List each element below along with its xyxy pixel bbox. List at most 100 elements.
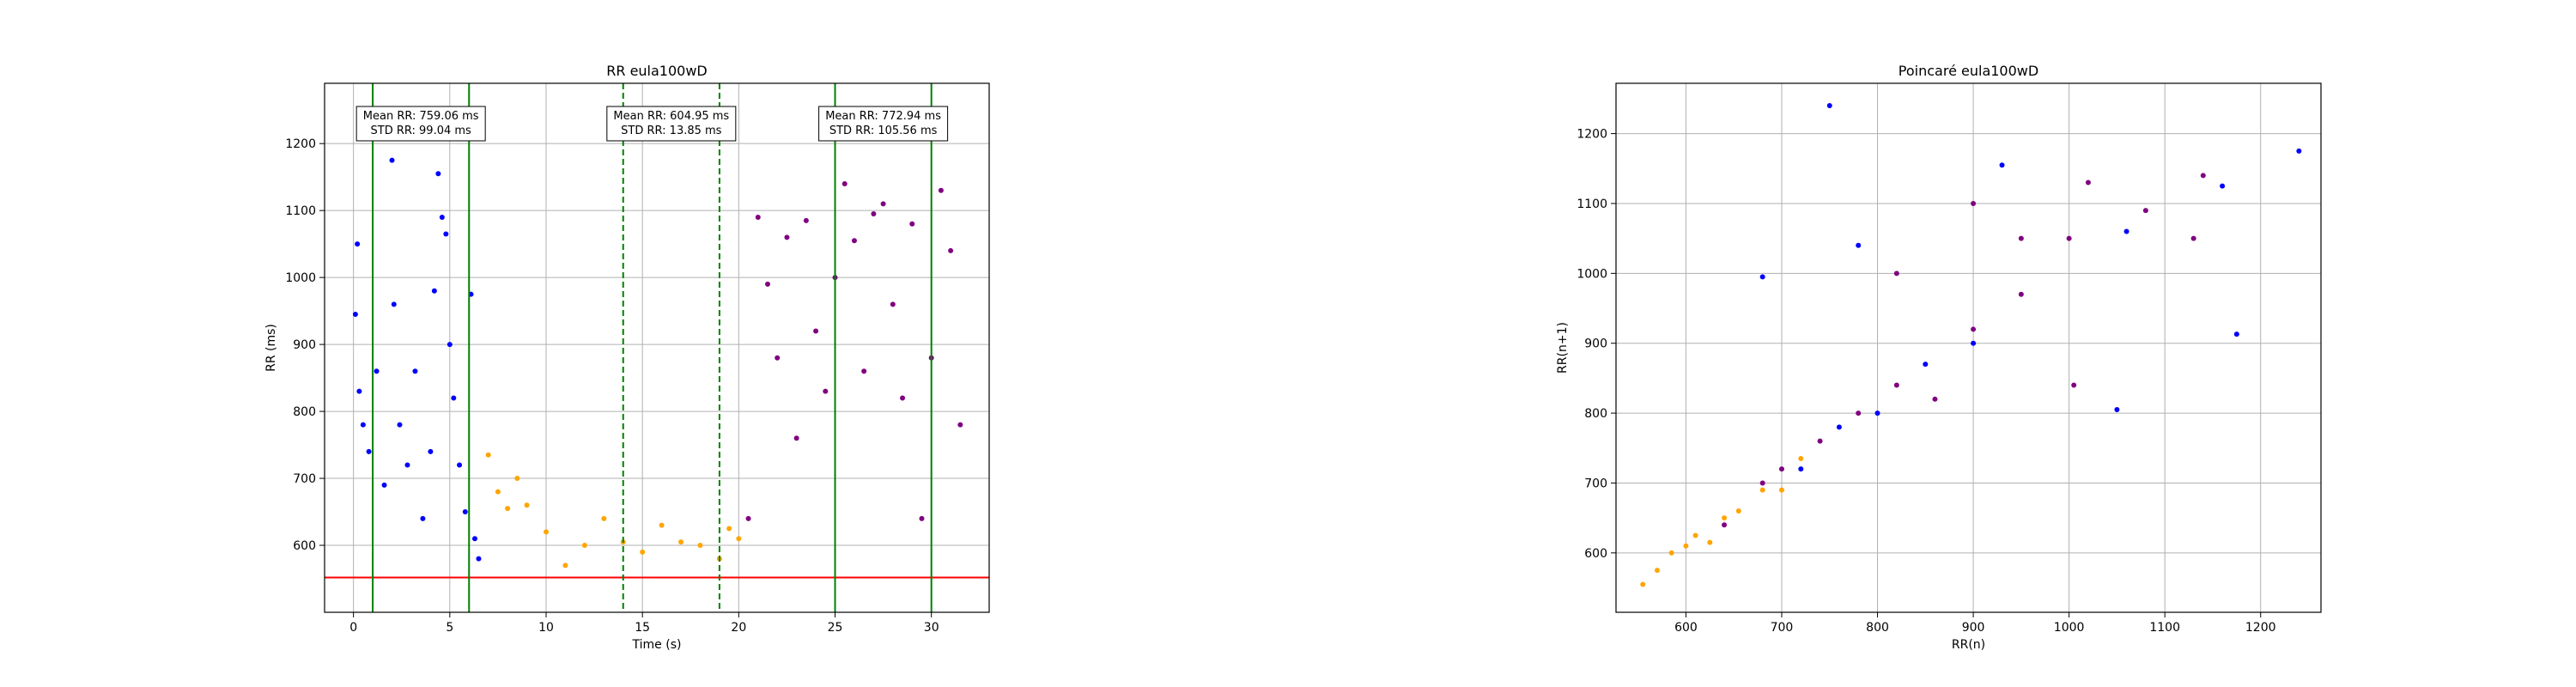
- poincare-x-tick-label: 1000: [2054, 621, 2085, 635]
- poincare-series-3-point: [2018, 235, 2024, 241]
- rr-series-3-point: [784, 234, 790, 240]
- rr-series-3-point: [813, 328, 819, 334]
- rr-series-2-point: [726, 526, 732, 532]
- rr-annotation-text: STD RR: 13.85 ms: [621, 125, 722, 137]
- poincare-series-1-point: [1759, 274, 1765, 280]
- rr-series-2-point: [678, 539, 684, 545]
- poincare-series-1-point: [1856, 242, 1862, 248]
- rr-series-2-point: [736, 536, 742, 542]
- rr-series-3-point: [841, 180, 848, 186]
- rr-series-2-point: [659, 522, 665, 528]
- rr-series-1-point: [355, 241, 361, 247]
- rr-x-tick-label: 5: [446, 621, 453, 635]
- poincare-series-2-point: [1735, 508, 1741, 514]
- rr-series-1-point: [356, 388, 362, 394]
- poincare-series-3-point: [1856, 410, 1862, 416]
- rr-series-1-point: [435, 171, 441, 177]
- poincare-y-tick-label: 700: [1584, 477, 1607, 490]
- rr-series-1-point: [397, 422, 403, 428]
- rr-series-2-point: [581, 543, 587, 549]
- rr-series-2-point: [640, 549, 646, 555]
- rr-series-1-point: [389, 157, 395, 163]
- poincare-series-2-point: [1798, 455, 1804, 461]
- rr-annotation-box: [606, 106, 737, 142]
- rr-x-tick-label: 30: [924, 621, 939, 635]
- poincare-series-2-point: [1759, 487, 1765, 493]
- rr-series-3-point: [871, 211, 877, 217]
- rr-y-tick-label: 900: [293, 338, 316, 352]
- poincare-series-3-point: [1971, 200, 1977, 206]
- rr-y-tick-label: 1000: [285, 271, 316, 285]
- poincare-axes-frame: [1615, 82, 2322, 613]
- rr-series-1-point: [447, 342, 453, 348]
- rr-series-3-point: [745, 515, 751, 521]
- poincare-series-3-point: [1759, 480, 1765, 486]
- rr-series-2-point: [544, 529, 549, 535]
- rr-series-1-point: [462, 509, 468, 515]
- rr-series-3-point: [938, 187, 944, 193]
- poincare-y-tick-label: 1000: [1577, 267, 1607, 281]
- rr-series-3-point: [909, 221, 915, 227]
- poincare-series-3-point: [1817, 438, 1823, 444]
- rr-series-2-point: [601, 515, 607, 521]
- rr-annotation-text: STD RR: 99.04 ms: [371, 125, 472, 137]
- poincare-y-tick-label: 1100: [1577, 198, 1607, 211]
- rr-series-3-point: [793, 435, 799, 441]
- rr-series-3-point: [890, 301, 896, 307]
- rr-series-3-point: [861, 368, 867, 374]
- rr-series-1-point: [431, 288, 437, 294]
- rr-series-1-point: [443, 231, 449, 237]
- rr-series-1-point: [412, 368, 418, 374]
- poincare-series-3-point: [2085, 179, 2091, 185]
- poincare-series-1-point: [1798, 466, 1804, 472]
- rr-series-3-point: [765, 281, 770, 287]
- rr-y-tick-label: 600: [293, 539, 316, 553]
- poincare-chart-title: Poincaré eula100wD: [1899, 63, 2038, 79]
- poincare-y-tick-label: 1200: [1577, 128, 1607, 142]
- poincare-series-2-point: [1707, 539, 1713, 545]
- rr-annotation-text: STD RR: 105.56 ms: [829, 125, 938, 137]
- rr-series-1-point: [471, 536, 477, 542]
- poincare-series-3-point: [1722, 522, 1728, 528]
- rr-series-3-point: [803, 217, 809, 223]
- rr-annotation-text: Mean RR: 604.95 ms: [613, 110, 729, 123]
- poincare-series-3-point: [2142, 208, 2148, 214]
- rr-y-tick-label: 1200: [285, 137, 316, 151]
- poincare-series-1-point: [2114, 407, 2120, 413]
- poincare-series-3-point: [1893, 271, 1899, 277]
- rr-series-1-point: [352, 312, 358, 318]
- poincare-series-1-point: [1826, 103, 1832, 109]
- rr-series-3-point: [880, 201, 886, 207]
- poincare-series-3-point: [1932, 396, 1938, 402]
- poincare-x-tick-label: 700: [1771, 621, 1794, 635]
- poincare-series-3-point: [2190, 235, 2196, 241]
- poincare-y-tick-label: 800: [1584, 407, 1607, 421]
- rr-x-tick-label: 10: [538, 621, 554, 635]
- poincare-x-tick-label: 600: [1674, 621, 1698, 635]
- rr-series-1-point: [439, 214, 445, 220]
- rr-y-axis-label: RR (ms): [264, 324, 278, 372]
- poincare-series-3-point: [1778, 466, 1784, 472]
- poincare-series-2-point: [1668, 550, 1674, 556]
- rr-series-1-point: [428, 448, 434, 454]
- rr-x-tick-label: 25: [828, 621, 843, 635]
- rr-annotation-text: Mean RR: 772.94 ms: [825, 110, 941, 123]
- rr-series-3-point: [755, 214, 761, 220]
- rr-series-3-point: [823, 388, 829, 394]
- poincare-series-1-point: [1999, 162, 2005, 168]
- rr-series-3-point: [919, 515, 925, 521]
- rr-y-tick-label: 800: [293, 405, 316, 419]
- rr-series-1-point: [360, 422, 366, 428]
- rr-y-tick-label: 1100: [285, 204, 316, 218]
- poincare-series-1-point: [1836, 424, 1842, 430]
- rr-series-1-point: [381, 482, 387, 488]
- rr-x-tick-label: 15: [635, 621, 650, 635]
- rr-series-2-point: [495, 489, 501, 495]
- poincare-series-1-point: [1971, 340, 1977, 346]
- poincare-chart: 600 700 800 900 1000 1100 1200 600 700 800 900 1000…: [1556, 63, 2322, 652]
- poincare-series-1-point: [1874, 410, 1880, 416]
- rr-series-3-point: [900, 395, 906, 401]
- poincare-x-tick-label: 1100: [2149, 621, 2180, 635]
- rr-series-3-point: [775, 355, 781, 361]
